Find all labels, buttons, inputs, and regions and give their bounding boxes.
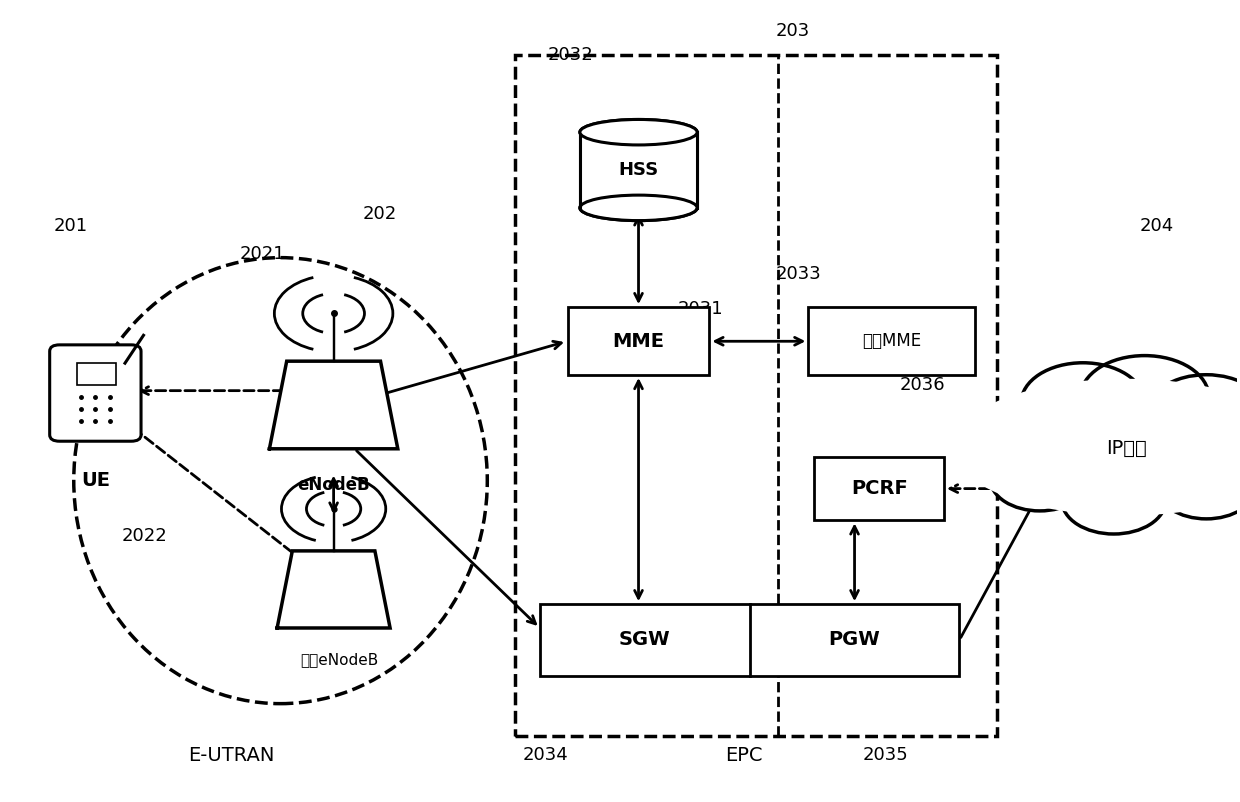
Text: eNodeB: eNodeB xyxy=(298,476,370,493)
Text: 2021: 2021 xyxy=(239,245,285,263)
Circle shape xyxy=(1157,456,1240,519)
Text: 其它eNodeB: 其它eNodeB xyxy=(300,652,379,667)
Ellipse shape xyxy=(580,119,697,145)
FancyBboxPatch shape xyxy=(539,604,960,676)
FancyBboxPatch shape xyxy=(77,363,117,385)
Text: 2031: 2031 xyxy=(677,301,723,318)
Circle shape xyxy=(981,399,1099,475)
Text: 203: 203 xyxy=(776,22,810,39)
Polygon shape xyxy=(277,551,391,628)
Text: 201: 201 xyxy=(53,217,88,235)
Ellipse shape xyxy=(582,196,696,220)
Text: IP业务: IP业务 xyxy=(1106,439,1147,458)
Text: SGW: SGW xyxy=(619,630,671,650)
Text: EPC: EPC xyxy=(724,746,763,765)
FancyBboxPatch shape xyxy=(582,132,696,208)
Circle shape xyxy=(1080,355,1209,439)
Ellipse shape xyxy=(954,379,1240,515)
Text: PGW: PGW xyxy=(828,630,880,650)
Text: 2022: 2022 xyxy=(122,528,167,545)
Circle shape xyxy=(1061,467,1166,534)
Polygon shape xyxy=(269,361,398,449)
Text: 2032: 2032 xyxy=(548,46,594,63)
FancyBboxPatch shape xyxy=(568,307,709,375)
Ellipse shape xyxy=(580,119,697,145)
Text: HSS: HSS xyxy=(619,161,658,179)
Text: 2034: 2034 xyxy=(523,747,569,764)
Text: 其它MME: 其它MME xyxy=(862,332,921,350)
FancyBboxPatch shape xyxy=(50,345,141,441)
FancyBboxPatch shape xyxy=(580,132,697,208)
Text: MME: MME xyxy=(613,332,665,350)
FancyBboxPatch shape xyxy=(815,457,944,520)
Text: 204: 204 xyxy=(1140,217,1174,235)
Ellipse shape xyxy=(580,195,697,221)
Text: 202: 202 xyxy=(362,205,397,223)
Text: E-UTRAN: E-UTRAN xyxy=(188,746,274,765)
Circle shape xyxy=(1179,415,1240,482)
Text: 2035: 2035 xyxy=(863,747,908,764)
Circle shape xyxy=(1022,363,1145,443)
Text: 2033: 2033 xyxy=(776,265,822,282)
Text: 2036: 2036 xyxy=(900,376,945,394)
Text: PCRF: PCRF xyxy=(851,479,908,498)
FancyBboxPatch shape xyxy=(808,307,975,375)
Circle shape xyxy=(991,448,1089,511)
Text: UE: UE xyxy=(81,471,110,490)
Circle shape xyxy=(1147,375,1240,452)
